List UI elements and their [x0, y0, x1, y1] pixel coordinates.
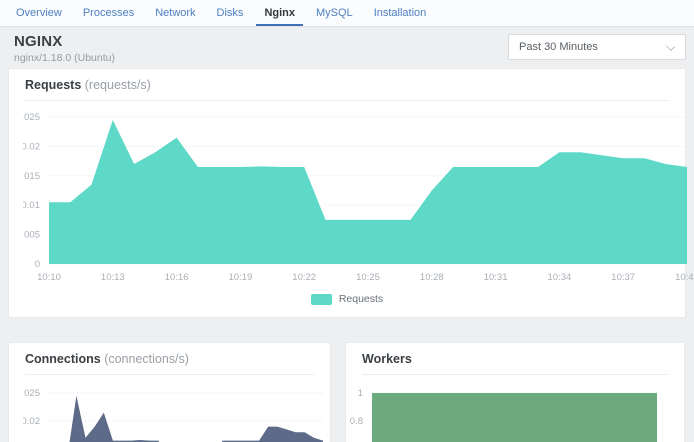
svg-text:0.02: 0.02 — [23, 416, 40, 427]
svg-text:0.025: 0.025 — [23, 112, 40, 123]
workers-chart-title: Workers — [362, 352, 668, 366]
x-tick-label: 10:13 — [100, 272, 125, 283]
workers-chart[interactable]: 10.80.60.40.20 — [346, 381, 676, 442]
requests-card: Requests (requests/s) 0.025 0.02 0.015 0.01… — [8, 68, 694, 318]
workers-card: Workers 10.80.60.40.20 — [345, 342, 685, 442]
x-tick-label: 10:31 — [483, 272, 508, 283]
svg-text:0.015: 0.015 — [23, 171, 40, 182]
svg-text:0.8: 0.8 — [350, 416, 363, 427]
chart-unit-text: (connections/s) — [104, 352, 189, 366]
svg-text:0.025: 0.025 — [23, 388, 40, 399]
x-tick-label: 10:28 — [419, 272, 444, 283]
legend-label-requests: Requests — [338, 293, 384, 305]
connections-card: Connections (connections/s) 0.0250.020.0… — [8, 342, 331, 442]
divider — [362, 374, 668, 375]
svg-text:1: 1 — [358, 388, 363, 399]
connections-chart-title: Connections (connections/s) — [25, 352, 314, 366]
tab-nginx[interactable]: Nginx — [256, 0, 303, 26]
x-tick-label: 10:40 — [675, 272, 694, 283]
requests-chart[interactable]: 0.025 0.02 0.015 0.01 0.005 0 — [23, 107, 692, 269]
x-tick-label: 10:19 — [228, 272, 253, 283]
chart-title-text: Workers — [362, 352, 412, 366]
divider — [25, 100, 669, 101]
chevron-down-icon — [666, 42, 675, 51]
svg-text:0: 0 — [35, 259, 40, 269]
tab-network[interactable]: Network — [155, 7, 196, 19]
legend-swatch-requests — [310, 293, 332, 305]
tab-disks[interactable]: Disks — [216, 7, 244, 19]
time-range-value: Past 30 Minutes — [519, 41, 598, 53]
requests-chart-title: Requests (requests/s) — [25, 78, 669, 92]
tab-installation[interactable]: Installation — [373, 7, 427, 19]
tab-processes[interactable]: Processes — [82, 7, 135, 19]
chart-unit-text: (requests/s) — [84, 78, 151, 92]
tab-mysql[interactable]: MySQL — [316, 7, 353, 19]
requests-x-axis: 10:10 10:13 10:16 10:19 10:22 10:25 10:28 10:31… — [23, 272, 694, 285]
svg-text:0.005: 0.005 — [23, 230, 40, 241]
dashboard-content: Requests (requests/s) 0.025 0.02 0.015 0.01… — [0, 68, 694, 442]
x-tick-label: 10:37 — [611, 272, 636, 283]
tab-overview[interactable]: Overview — [16, 7, 62, 19]
x-tick-label: 10:10 — [37, 272, 61, 283]
svg-text:0.02: 0.02 — [23, 141, 40, 152]
main-tab-bar: Overview Processes Network Disks Nginx M… — [0, 0, 694, 27]
x-tick-label: 10:34 — [547, 272, 572, 283]
requests-legend: Requests — [9, 293, 685, 317]
chart-title-text: Requests — [25, 78, 82, 92]
bottom-chart-row: Connections (connections/s) 0.0250.020.0… — [8, 342, 686, 442]
chart-title-text: Connections — [25, 352, 101, 366]
divider — [25, 374, 314, 375]
x-tick-label: 10:22 — [292, 272, 317, 283]
x-tick-label: 10:16 — [164, 272, 189, 283]
x-tick-label: 10:25 — [356, 272, 380, 283]
time-range-dropdown[interactable]: Past 30 Minutes — [508, 34, 686, 60]
svg-text:0.01: 0.01 — [23, 200, 40, 211]
page-title: NGINX — [14, 33, 63, 50]
page-header: NGINX nginx/1.18.0 (Ubuntu) Past 30 Minu… — [0, 27, 694, 68]
server-version-label: nginx/1.18.0 (Ubuntu) — [14, 52, 115, 64]
